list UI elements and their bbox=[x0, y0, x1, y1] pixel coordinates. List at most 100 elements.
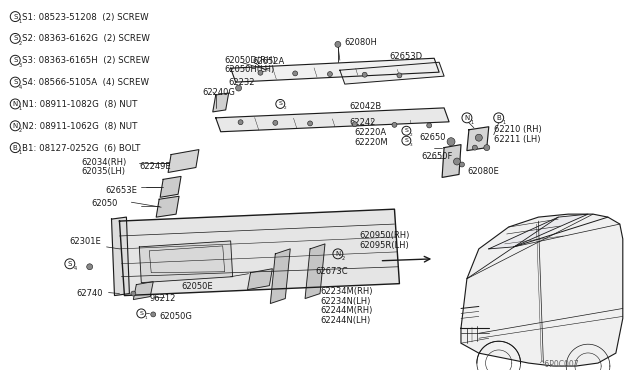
Text: 62034(RH): 62034(RH) bbox=[82, 158, 127, 167]
Circle shape bbox=[397, 73, 402, 78]
Text: 62050H(LH): 62050H(LH) bbox=[225, 65, 275, 74]
Text: 62210 (RH): 62210 (RH) bbox=[493, 125, 541, 134]
Polygon shape bbox=[461, 214, 623, 366]
Text: S: S bbox=[404, 128, 408, 133]
Text: N2: 08911-1062G  (8) NUT: N2: 08911-1062G (8) NUT bbox=[22, 122, 138, 131]
Circle shape bbox=[352, 122, 357, 126]
Polygon shape bbox=[270, 249, 290, 304]
Polygon shape bbox=[467, 127, 489, 151]
Circle shape bbox=[86, 264, 93, 270]
Text: 62220A: 62220A bbox=[355, 128, 387, 137]
Text: 62234N(LH): 62234N(LH) bbox=[320, 296, 371, 305]
Text: S: S bbox=[140, 311, 143, 316]
Text: 3: 3 bbox=[410, 143, 412, 147]
Text: S: S bbox=[13, 57, 17, 63]
Text: 62650F: 62650F bbox=[421, 152, 452, 161]
Circle shape bbox=[273, 121, 278, 125]
Circle shape bbox=[258, 70, 263, 75]
Text: 2: 2 bbox=[410, 133, 412, 137]
Text: 62232: 62232 bbox=[228, 78, 255, 87]
Circle shape bbox=[484, 145, 490, 151]
Text: 62050: 62050 bbox=[92, 199, 118, 208]
Text: 1: 1 bbox=[470, 120, 474, 125]
Polygon shape bbox=[212, 93, 228, 112]
Text: 1: 1 bbox=[19, 19, 22, 24]
Polygon shape bbox=[442, 145, 461, 177]
Text: 62050D(RH): 62050D(RH) bbox=[225, 56, 276, 65]
Text: 1: 1 bbox=[145, 316, 147, 320]
Text: 62244N(LH): 62244N(LH) bbox=[320, 317, 371, 326]
Polygon shape bbox=[305, 244, 325, 298]
Circle shape bbox=[454, 158, 460, 165]
Polygon shape bbox=[489, 214, 588, 249]
Text: 62653E: 62653E bbox=[106, 186, 138, 195]
Text: N: N bbox=[335, 251, 340, 257]
Circle shape bbox=[308, 121, 312, 126]
Text: S: S bbox=[13, 35, 17, 41]
Text: 62673C: 62673C bbox=[315, 267, 348, 276]
Text: S4: 08566-5105A  (4) SCREW: S4: 08566-5105A (4) SCREW bbox=[22, 78, 149, 87]
Text: S2: 08363-6162G  (2) SCREW: S2: 08363-6162G (2) SCREW bbox=[22, 35, 150, 44]
Text: S: S bbox=[68, 261, 72, 267]
Text: S: S bbox=[13, 79, 17, 85]
Text: 62080E: 62080E bbox=[467, 167, 499, 176]
Polygon shape bbox=[111, 217, 129, 295]
Polygon shape bbox=[140, 241, 232, 283]
Text: 62249E: 62249E bbox=[140, 161, 171, 170]
Text: B1: 08127-0252G  (6) BOLT: B1: 08127-0252G (6) BOLT bbox=[22, 144, 141, 153]
Circle shape bbox=[328, 71, 332, 77]
Text: 4: 4 bbox=[19, 84, 22, 90]
Circle shape bbox=[151, 312, 156, 317]
Text: 62242: 62242 bbox=[350, 118, 376, 127]
Polygon shape bbox=[230, 58, 439, 82]
Circle shape bbox=[362, 72, 367, 77]
Text: 96212: 96212 bbox=[149, 294, 175, 302]
Text: 62652A: 62652A bbox=[253, 57, 285, 66]
Text: 2: 2 bbox=[284, 106, 286, 110]
Text: 2: 2 bbox=[19, 41, 22, 46]
Text: 62035(LH): 62035(LH) bbox=[82, 167, 125, 176]
Text: ^6P0C007: ^6P0C007 bbox=[538, 360, 579, 369]
Text: 62050E: 62050E bbox=[181, 282, 212, 291]
Text: B: B bbox=[497, 115, 501, 121]
Text: S: S bbox=[13, 14, 17, 20]
Circle shape bbox=[460, 162, 465, 167]
Text: 2: 2 bbox=[19, 128, 22, 133]
Text: 62234M(RH): 62234M(RH) bbox=[320, 286, 372, 296]
Circle shape bbox=[131, 291, 136, 296]
Circle shape bbox=[476, 134, 483, 141]
Text: 62240G: 62240G bbox=[203, 88, 236, 97]
Text: 62653D: 62653D bbox=[390, 52, 422, 61]
Circle shape bbox=[236, 85, 241, 91]
Text: 62042B: 62042B bbox=[350, 102, 382, 111]
Text: 62080H: 62080H bbox=[345, 38, 378, 47]
Text: 62220M: 62220M bbox=[355, 138, 388, 147]
Polygon shape bbox=[248, 269, 273, 289]
Polygon shape bbox=[340, 62, 444, 84]
Polygon shape bbox=[120, 209, 399, 295]
Text: S: S bbox=[404, 138, 408, 143]
Text: 62740: 62740 bbox=[77, 289, 103, 298]
Text: 62095R(LH): 62095R(LH) bbox=[360, 241, 410, 250]
Text: S1: 08523-51208  (2) SCREW: S1: 08523-51208 (2) SCREW bbox=[22, 13, 148, 22]
Text: 62650: 62650 bbox=[419, 133, 446, 142]
Text: 62050G: 62050G bbox=[159, 312, 192, 321]
Text: N1: 08911-1082G  (8) NUT: N1: 08911-1082G (8) NUT bbox=[22, 100, 138, 109]
Circle shape bbox=[472, 145, 477, 150]
Polygon shape bbox=[216, 108, 449, 132]
Polygon shape bbox=[168, 150, 199, 173]
Circle shape bbox=[427, 123, 432, 128]
Text: N: N bbox=[13, 123, 18, 129]
Circle shape bbox=[292, 71, 298, 76]
Text: N: N bbox=[13, 101, 18, 107]
Text: S: S bbox=[278, 102, 282, 106]
Text: 2: 2 bbox=[341, 256, 344, 262]
Text: B: B bbox=[13, 145, 17, 151]
Circle shape bbox=[392, 122, 397, 127]
Circle shape bbox=[335, 41, 341, 47]
Text: N: N bbox=[464, 115, 470, 121]
Text: 1: 1 bbox=[502, 120, 506, 125]
Circle shape bbox=[447, 138, 455, 146]
Circle shape bbox=[238, 120, 243, 125]
Text: 62301E: 62301E bbox=[70, 237, 102, 246]
